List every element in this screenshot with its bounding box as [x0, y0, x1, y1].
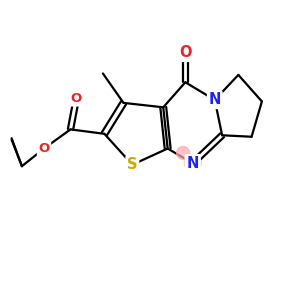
Text: N: N: [187, 156, 199, 171]
Circle shape: [177, 146, 190, 159]
Text: O: O: [71, 92, 82, 105]
Text: N: N: [187, 156, 199, 171]
Text: S: S: [127, 157, 138, 172]
Text: O: O: [38, 142, 50, 155]
Text: O: O: [179, 45, 192, 60]
Circle shape: [184, 155, 201, 172]
Text: N: N: [208, 92, 221, 107]
